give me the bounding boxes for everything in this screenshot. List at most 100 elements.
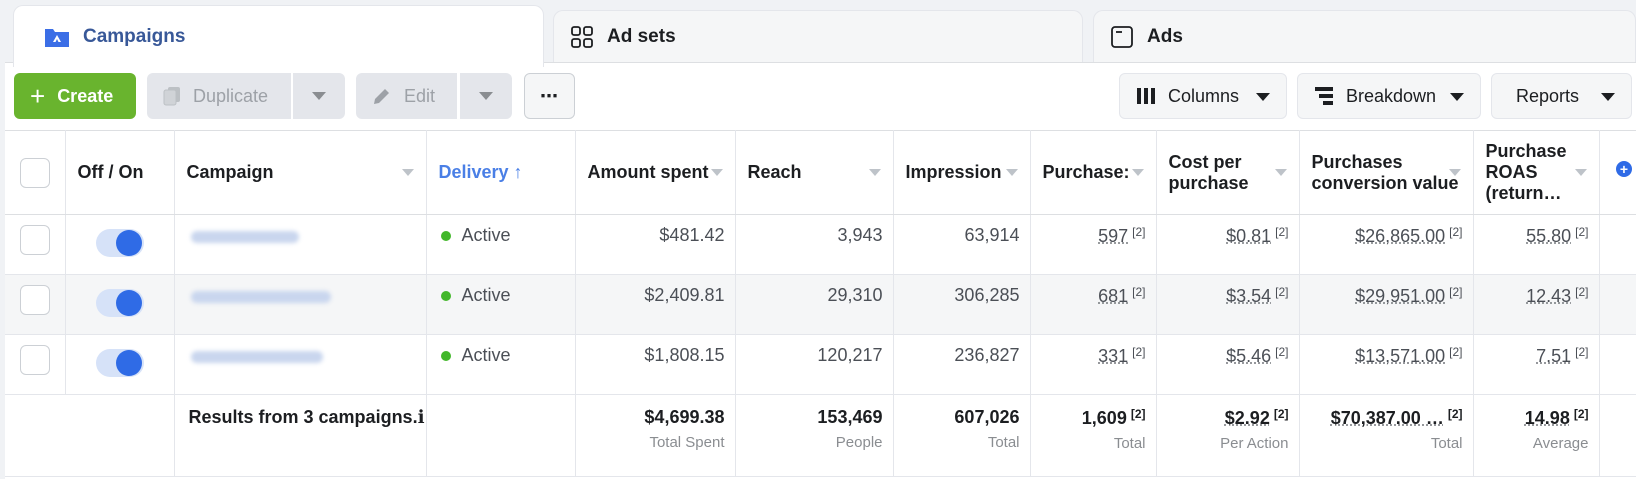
cost-per-purchase-value[interactable]: $5.46 xyxy=(1226,346,1272,366)
total-conversion-value-cell[interactable]: $70,387.00 … [2] Total xyxy=(1299,394,1474,477)
total-cost-per-purchase-cell[interactable]: $2.92 [2] Per Action xyxy=(1156,394,1300,477)
column-header-amount-spent[interactable]: Amount spent xyxy=(575,130,736,215)
tab-ad-sets-label: Ad sets xyxy=(607,25,676,47)
footnote-marker: [2] xyxy=(1449,225,1463,239)
cost-per-purchase-value[interactable]: $0.81 xyxy=(1226,226,1272,246)
cost-per-purchase-cell[interactable]: $0.81 [2] xyxy=(1156,214,1300,275)
roas-value[interactable]: 7.51 xyxy=(1536,346,1572,366)
column-label: Purchase ROAS (return… xyxy=(1485,141,1567,203)
total-conversion-value[interactable]: $70,387.00 … xyxy=(1330,408,1444,428)
conversion-value-cell[interactable]: $26,865.00 [2] xyxy=(1299,214,1474,275)
breakdown-button[interactable]: Breakdown xyxy=(1297,73,1481,119)
purchases-value[interactable]: 331 xyxy=(1098,346,1129,366)
roas-value[interactable]: 55.80 xyxy=(1526,226,1572,246)
purchases-cell[interactable]: 597 [2] xyxy=(1030,214,1157,275)
total-sublabel: Total xyxy=(987,434,1020,451)
footnote-marker: [2] xyxy=(1573,407,1589,421)
column-header-delivery[interactable]: Delivery ↑ xyxy=(426,130,576,215)
purchases-cell[interactable]: 331 [2] xyxy=(1030,334,1157,395)
tab-ad-sets[interactable]: Ad sets xyxy=(553,10,1083,62)
total-sublabel: Average xyxy=(1532,435,1589,452)
select-all-header xyxy=(5,130,66,215)
footnote-marker: [2] xyxy=(1132,225,1146,239)
column-header-conversion-value[interactable]: Purchases conversion value xyxy=(1299,130,1474,215)
redacted-campaign-name[interactable] xyxy=(190,351,323,363)
column-header-campaign[interactable]: Campaign xyxy=(174,130,427,215)
sort-icon[interactable] xyxy=(710,169,723,176)
conversion-value[interactable]: $29,951.00 xyxy=(1355,286,1446,306)
total-cost-per-purchase[interactable]: $2.92 xyxy=(1224,408,1270,428)
select-all-checkbox[interactable] xyxy=(19,157,50,188)
row-checkbox[interactable] xyxy=(19,285,50,315)
reach-value: 3,943 xyxy=(837,225,883,245)
table-row[interactable]: Active $1,808.15 120,217 236,827 331 [2] … xyxy=(5,334,1636,395)
conversion-value-cell[interactable]: $13,571.00 [2] xyxy=(1299,334,1474,395)
total-roas-cell[interactable]: 14.98 [2] Average xyxy=(1473,394,1600,477)
sort-icon[interactable] xyxy=(401,169,414,176)
purchases-cell[interactable]: 681 [2] xyxy=(1030,274,1157,335)
roas-cell[interactable]: 55.80 [2] xyxy=(1473,214,1600,275)
reach-cell: 3,943 xyxy=(735,214,894,275)
campaign-toggle[interactable] xyxy=(95,229,144,257)
tab-campaigns[interactable]: Campaigns xyxy=(13,5,544,67)
row-checkbox[interactable] xyxy=(19,345,50,375)
sort-icon[interactable] xyxy=(1131,169,1144,176)
column-label: Cost per purchase xyxy=(1168,151,1249,193)
duplicate-button[interactable]: Duplicate xyxy=(147,73,291,119)
column-header-purchase-roas[interactable]: Purchase ROAS (return… xyxy=(1473,130,1600,215)
column-header-impressions[interactable]: Impression xyxy=(893,130,1031,215)
columns-icon xyxy=(1136,87,1156,105)
sort-icon[interactable] xyxy=(1574,169,1587,176)
footnote-marker: [2] xyxy=(1575,345,1589,359)
column-header-cost-per-purchase[interactable]: Cost per purchase xyxy=(1156,130,1300,215)
roas-value[interactable]: 12.43 xyxy=(1526,286,1572,306)
edit-dropdown-button[interactable] xyxy=(460,73,512,119)
column-header-purchases[interactable]: Purchase: xyxy=(1030,130,1157,215)
redacted-campaign-name[interactable] xyxy=(190,291,331,303)
totals-empty-cell xyxy=(5,394,65,477)
conversion-value[interactable]: $13,571.00 xyxy=(1355,346,1446,366)
column-header-reach[interactable]: Reach xyxy=(735,130,894,215)
edit-button[interactable]: Edit xyxy=(356,73,457,119)
column-header-off-on[interactable]: Off / On xyxy=(65,130,175,215)
purchases-value[interactable]: 597 xyxy=(1098,226,1129,246)
sort-icon[interactable] xyxy=(1274,169,1287,176)
impressions-cell: 306,285 xyxy=(893,274,1031,335)
table-row[interactable]: Active $2,409.81 29,310 306,285 681 [2] $… xyxy=(5,274,1636,335)
campaign-name-cell[interactable] xyxy=(174,214,427,275)
toggle-cell xyxy=(65,214,175,275)
campaign-toggle[interactable] xyxy=(95,289,144,317)
campaign-toggle[interactable] xyxy=(95,349,144,377)
cost-per-purchase-value[interactable]: $3.54 xyxy=(1226,286,1272,306)
table-header-row: Off / On Campaign Delivery ↑ Amount spen… xyxy=(5,130,1636,215)
impressions-cell: 236,827 xyxy=(893,334,1031,395)
reports-button[interactable]: Reports xyxy=(1491,73,1632,119)
columns-button[interactable]: Columns xyxy=(1119,73,1287,119)
delivery-cell: Active xyxy=(426,274,576,335)
campaign-name-cell[interactable] xyxy=(174,334,427,395)
sort-icon[interactable] xyxy=(868,169,881,176)
roas-cell[interactable]: 7.51 [2] xyxy=(1473,334,1600,395)
row-checkbox[interactable] xyxy=(19,225,50,255)
duplicate-dropdown-button[interactable] xyxy=(293,73,345,119)
cost-per-purchase-cell[interactable]: $5.46 [2] xyxy=(1156,334,1300,395)
purchases-value[interactable]: 681 xyxy=(1098,286,1129,306)
roas-cell[interactable]: 12.43 [2] xyxy=(1473,274,1600,335)
campaign-name-cell[interactable] xyxy=(174,274,427,335)
create-button[interactable]: + Create xyxy=(14,73,136,119)
sort-icon[interactable] xyxy=(1448,169,1461,176)
sort-icon[interactable] xyxy=(1005,169,1018,176)
conversion-value[interactable]: $26,865.00 xyxy=(1355,226,1446,246)
redacted-campaign-name[interactable] xyxy=(190,231,299,243)
toggle-knob xyxy=(115,350,142,376)
table-row[interactable]: Active $481.42 3,943 63,914 597 [2] $0.81… xyxy=(5,214,1636,275)
amount-spent-cell: $481.42 xyxy=(575,214,736,275)
cost-per-purchase-cell[interactable]: $3.54 [2] xyxy=(1156,274,1300,335)
toggle-cell xyxy=(65,274,175,335)
tab-ads[interactable]: Ads xyxy=(1093,10,1636,62)
total-impressions: 607,026 xyxy=(954,407,1020,427)
more-options-button[interactable]: ⋯ xyxy=(524,73,575,119)
conversion-value-cell[interactable]: $29,951.00 [2] xyxy=(1299,274,1474,335)
total-roas[interactable]: 14.98 xyxy=(1524,408,1570,428)
add-column-icon[interactable]: + xyxy=(1616,161,1632,177)
